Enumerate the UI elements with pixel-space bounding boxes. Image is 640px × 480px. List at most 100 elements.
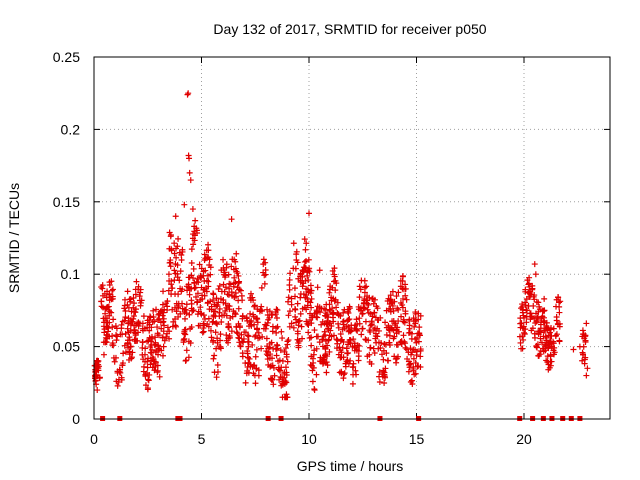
data-point [154, 316, 161, 323]
data-point [195, 322, 202, 329]
data-point [205, 323, 212, 330]
data-point [324, 317, 331, 324]
data-point [281, 394, 288, 401]
data-point [379, 351, 386, 358]
data-point [111, 358, 118, 365]
data-point [232, 279, 239, 286]
data-point [292, 265, 299, 272]
data-point [251, 303, 258, 310]
data-point [520, 323, 527, 330]
data-point [179, 305, 186, 312]
data-point [311, 327, 318, 334]
data-point [192, 217, 199, 224]
data-point [310, 351, 317, 358]
data-point [361, 297, 368, 304]
data-point [555, 294, 562, 301]
data-point [340, 309, 347, 316]
data-point [235, 305, 242, 312]
data-point [523, 319, 530, 326]
data-point [406, 361, 413, 368]
data-point [224, 291, 231, 298]
data-point [171, 277, 178, 284]
data-point [338, 368, 345, 375]
data-point [100, 351, 107, 358]
data-point [251, 302, 258, 309]
data-point [127, 295, 134, 302]
data-point [140, 313, 147, 320]
data-point [326, 306, 333, 313]
data-point [397, 338, 404, 345]
data-point [281, 369, 288, 376]
data-point [305, 289, 312, 296]
data-point [271, 372, 278, 379]
data-point [333, 336, 340, 343]
data-point [344, 350, 351, 357]
data-point [414, 363, 421, 370]
data-point [406, 361, 413, 368]
data-point [218, 318, 225, 325]
data-point [180, 339, 187, 346]
data-point [266, 340, 273, 347]
data-point [521, 314, 528, 321]
data-point [98, 298, 105, 305]
data-point [358, 331, 365, 338]
data-point [297, 310, 304, 317]
data-point [345, 327, 352, 334]
data-point [284, 338, 291, 345]
data-point [168, 281, 175, 288]
data-point [114, 333, 121, 340]
data-point [128, 354, 135, 361]
data-point [152, 334, 159, 341]
data-point [386, 332, 393, 339]
data-point [388, 300, 395, 307]
data-point [192, 284, 199, 291]
data-point [537, 335, 544, 342]
data-point [142, 358, 149, 365]
data-point [159, 352, 166, 359]
data-point [223, 332, 230, 339]
data-point [109, 287, 116, 294]
data-point [188, 285, 195, 292]
data-point [417, 353, 424, 360]
data-point [553, 314, 560, 320]
data-point [544, 353, 551, 360]
data-point [301, 236, 308, 243]
data-point [367, 322, 374, 329]
data-point [520, 336, 527, 343]
data-point [239, 313, 246, 320]
data-point [524, 307, 531, 314]
data-point [323, 369, 330, 376]
data-point [126, 349, 133, 356]
data-point [207, 264, 214, 271]
data-point [309, 367, 316, 374]
data-point [305, 322, 312, 329]
data-point [339, 326, 346, 333]
data-point [386, 327, 393, 334]
data-point [181, 328, 188, 335]
data-point [210, 296, 217, 303]
data-point [251, 321, 258, 328]
data-point [353, 326, 360, 333]
data-point [210, 337, 217, 344]
data-point [226, 285, 233, 292]
data-point [307, 317, 314, 324]
data-point [214, 301, 221, 308]
data-point [210, 355, 217, 362]
data-point [190, 241, 197, 248]
data-point [232, 311, 239, 318]
data-point [124, 288, 131, 295]
data-point [201, 257, 208, 264]
data-point [283, 353, 290, 360]
data-point [187, 339, 194, 346]
data-point [133, 306, 140, 313]
chart-title: Day 132 of 2017, SRMTID for receiver p05… [213, 21, 486, 37]
data-point [277, 347, 284, 354]
data-point [252, 380, 259, 387]
data-point [198, 265, 205, 272]
data-point [153, 347, 160, 354]
tick-labels: 0 5 10 15 20 0 0.05 0.1 0.15 0.2 0.25 [53, 49, 532, 447]
data-point [340, 375, 347, 382]
data-point [158, 325, 165, 332]
data-point [532, 320, 539, 327]
